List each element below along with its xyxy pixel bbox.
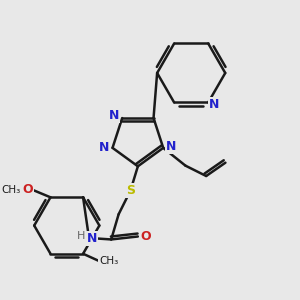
Text: N: N	[109, 109, 119, 122]
Text: O: O	[140, 230, 151, 243]
Text: N: N	[166, 140, 177, 153]
Text: N: N	[209, 98, 219, 111]
Text: N: N	[98, 141, 109, 154]
Text: O: O	[22, 183, 33, 196]
Text: N: N	[87, 232, 97, 245]
Text: CH₃: CH₃	[99, 256, 119, 266]
Text: H: H	[76, 232, 85, 242]
Text: CH₃: CH₃	[2, 184, 21, 195]
Text: S: S	[126, 184, 135, 197]
